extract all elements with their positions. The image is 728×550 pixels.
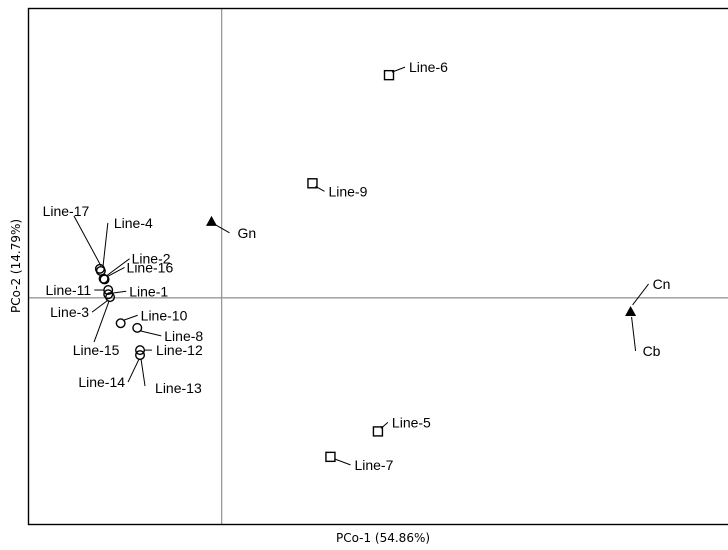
- line-16-marker: [99, 274, 110, 285]
- line-14-label: Line-14: [78, 374, 125, 390]
- line-8-marker: [132, 322, 143, 333]
- line-4-leader-line: [102, 222, 109, 269]
- line-16-leader-line: [107, 266, 125, 277]
- gn-label: Gn: [237, 225, 256, 241]
- cn-label: Cn: [653, 276, 671, 292]
- line-3-label: Line-3: [50, 304, 89, 320]
- line-2-leader-line: [106, 258, 130, 277]
- line-1-marker: [103, 289, 114, 300]
- line-5-label: Line-5: [392, 414, 431, 430]
- line-1-leader-line: [111, 290, 127, 294]
- line-9-leader-line: [315, 185, 325, 192]
- plot-frame: [27, 7, 728, 526]
- line-3-marker: [105, 292, 116, 303]
- line-5-leader-line: [380, 422, 389, 429]
- y-axis-title: PCo-2 (14.79%): [9, 219, 23, 313]
- line-4-label: Line-4: [114, 215, 153, 231]
- line-10-label: Line-10: [141, 307, 188, 323]
- line-7-label: Line-7: [354, 457, 393, 473]
- cb-label: Cb: [643, 343, 661, 359]
- line-8-leader-line: [140, 330, 162, 337]
- line-7-leader-line: [334, 458, 351, 466]
- cb-leader-line: [631, 316, 637, 352]
- line-14-leader-line: [127, 358, 140, 383]
- cn-leader-line: [632, 283, 649, 306]
- gn-leader-line: [215, 224, 230, 234]
- line-15-leader-line: [93, 300, 110, 343]
- line-12-label: Line-12: [156, 342, 203, 358]
- line-10-marker: [115, 318, 126, 329]
- line-13-label: Line-13: [155, 380, 202, 396]
- x-axis-title: PCo-1 (54.86%): [336, 531, 430, 545]
- line-7-marker: [325, 451, 336, 463]
- line-1-label: Line-1: [129, 283, 168, 299]
- line-5-marker: [372, 426, 384, 437]
- line-6-marker: [383, 69, 395, 81]
- line-17-leader-line: [73, 215, 102, 267]
- line-11-label: Line-11: [46, 282, 92, 298]
- line-15-label: Line-15: [73, 342, 120, 358]
- line-13-marker: [135, 350, 146, 361]
- line-6-label: Line-6: [409, 59, 448, 75]
- line-9-marker: [307, 178, 318, 189]
- line-9-label: Line-9: [328, 183, 367, 199]
- line-8-label: Line-8: [164, 328, 203, 344]
- gn-marker: [205, 215, 217, 226]
- line-13-leader-line: [140, 358, 146, 387]
- cn-marker: [625, 305, 637, 316]
- line-3-leader-line: [91, 299, 109, 313]
- line-17-label: Line-17: [43, 203, 90, 219]
- line-10-leader-line: [123, 314, 138, 321]
- line-2-label: Line-2: [132, 251, 171, 267]
- line-16-label: Line-16: [127, 259, 174, 275]
- line-6-leader-line: [391, 66, 406, 73]
